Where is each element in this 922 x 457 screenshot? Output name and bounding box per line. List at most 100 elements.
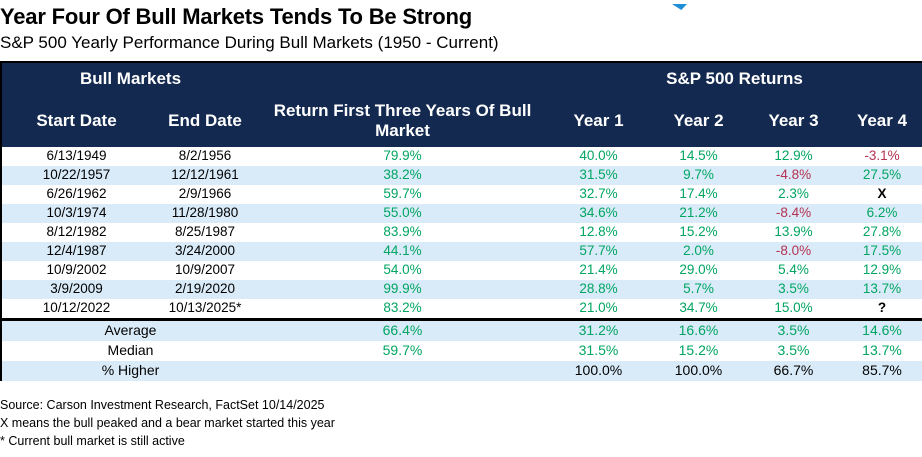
cell-date: 10/3/1974 bbox=[46, 204, 107, 220]
cell-return: 2.0% bbox=[683, 242, 714, 258]
group-header bbox=[259, 61, 546, 96]
cell-return: 2.3% bbox=[778, 185, 809, 201]
footnote-source: Source: Carson Investment Research, Fact… bbox=[0, 397, 325, 412]
column-header: End Date bbox=[151, 95, 259, 147]
column-header: Year 3 bbox=[746, 95, 841, 147]
table-row: 10/3/1974 11/28/1980 55.0% 34.6% 21.2% -8.4% 6… bbox=[1, 203, 922, 223]
footnote-x-note: X means the bull peaked and a bear marke… bbox=[0, 415, 335, 430]
summary-value: 13.7% bbox=[862, 342, 902, 359]
summary-value: 59.7% bbox=[382, 342, 423, 359]
table-row: 12/4/1987 3/24/2000 44.1% 57.7% 2.0% -8.0% 17.… bbox=[1, 241, 922, 261]
cell-date: 2/19/2020 bbox=[174, 280, 236, 296]
carson-logo-fragment-icon bbox=[672, 4, 687, 10]
cell-return: 99.9% bbox=[383, 280, 422, 296]
table-row: 10/12/2022 10/13/2025* 83.2% 21.0% 34.7% 15.0… bbox=[1, 299, 922, 320]
cell-return: 17.4% bbox=[679, 185, 718, 201]
column-header: Year 4 bbox=[841, 95, 922, 147]
cell-return: 79.9% bbox=[383, 147, 422, 163]
footnotes: Source: Carson Investment Research, Fact… bbox=[0, 396, 922, 450]
summary-value: 3.5% bbox=[746, 317, 841, 341]
cell-date: 10/12/2022 bbox=[42, 299, 111, 315]
cell-return: 34.7% bbox=[679, 299, 718, 315]
cell-date: 3/9/2009 bbox=[50, 280, 103, 296]
cell-return: -8.0% bbox=[775, 242, 812, 258]
column-header: Start Date bbox=[1, 95, 151, 147]
cell-date: 3/24/2000 bbox=[174, 242, 236, 258]
summary-value: 3.5% bbox=[777, 342, 810, 359]
table-row: 10/9/2002 10/9/2007 54.0% 21.4% 29.0% 5.4% 12.… bbox=[1, 261, 922, 280]
cell-return: 40.0% bbox=[579, 147, 618, 163]
cell-return: 17.5% bbox=[862, 242, 902, 258]
summary-value: 85.7% bbox=[862, 362, 902, 379]
cell-return: 83.2% bbox=[383, 299, 422, 315]
table-row: 10/22/1957 12/12/1961 38.2% 31.5% 9.7% -4.8% 2… bbox=[1, 165, 922, 185]
summary-value: 100.0% bbox=[674, 362, 723, 379]
summary-value: 66.7% bbox=[773, 362, 814, 379]
cell-date: 12/12/1961 bbox=[171, 166, 239, 182]
cell-return: 12.9% bbox=[774, 147, 813, 163]
cell-date: 10/22/1957 bbox=[42, 166, 111, 182]
summary-value: 100.0% bbox=[574, 362, 623, 379]
cell-date: 2/9/1966 bbox=[178, 185, 232, 201]
cell-date: 6/26/1962 bbox=[46, 185, 107, 201]
cell-return: 32.7% bbox=[579, 185, 618, 201]
cell-return: 28.8% bbox=[579, 280, 618, 296]
group-header: Bull Markets bbox=[1, 61, 259, 96]
summary-row: Median 59.7% 31.5% 15.2% 3.5% 13.7% bbox=[1, 341, 922, 361]
cell-date: 12/4/1987 bbox=[46, 242, 107, 258]
summary-label: Average bbox=[1, 317, 259, 341]
cell-return: 57.7% bbox=[579, 242, 618, 258]
cell-return: 15.0% bbox=[774, 299, 813, 315]
cell-return: 14.5% bbox=[679, 147, 718, 163]
cell-date: 8/25/1987 bbox=[174, 223, 236, 239]
summary-value: 16.6% bbox=[651, 317, 746, 341]
table-row: 6/13/1949 8/2/1956 79.9% 40.0% 14.5% 12.9% -3.… bbox=[1, 147, 922, 166]
cell-return: 29.0% bbox=[679, 261, 718, 277]
cell-date: 10/9/2007 bbox=[174, 261, 236, 277]
bull-markets-table: Bull Markets S&P 500 Returns Start Date End… bbox=[0, 60, 922, 381]
cell-return: 12.8% bbox=[579, 223, 618, 239]
group-header: S&P 500 Returns bbox=[546, 61, 922, 96]
cell-return: 5.4% bbox=[778, 261, 809, 277]
cell-date: 8/12/1982 bbox=[46, 223, 107, 239]
cell-return: X bbox=[877, 185, 887, 201]
cell-return: 44.1% bbox=[383, 242, 422, 258]
cell-return: 21.4% bbox=[579, 261, 618, 277]
cell-return: 34.6% bbox=[579, 204, 618, 220]
cell-return: -4.8% bbox=[775, 166, 812, 182]
cell-return: -8.4% bbox=[775, 204, 812, 220]
summary-value: 66.4% bbox=[259, 317, 546, 341]
summary-value: 31.5% bbox=[578, 342, 619, 359]
cell-return: 54.0% bbox=[383, 261, 422, 277]
summary-label: % Higher bbox=[101, 362, 160, 379]
page-subtitle: S&P 500 Yearly Performance During Bull M… bbox=[0, 33, 499, 53]
cell-return: 27.8% bbox=[862, 223, 902, 239]
cell-return: ? bbox=[877, 299, 887, 315]
column-header: Year 1 bbox=[546, 95, 651, 147]
table-row: 8/12/1982 8/25/1987 83.9% 12.8% 15.2% 13.9% 27… bbox=[1, 223, 922, 242]
cell-date: 11/28/1980 bbox=[171, 204, 239, 220]
table-row: 3/9/2009 2/19/2020 99.9% 28.8% 5.7% 3.5% 13.7% bbox=[1, 279, 922, 299]
summary-value bbox=[259, 361, 546, 381]
cell-return: 15.2% bbox=[679, 223, 718, 239]
cell-return: 55.0% bbox=[383, 204, 422, 220]
table-header: Bull Markets S&P 500 Returns Start Date End… bbox=[1, 61, 922, 147]
summary-value: 31.2% bbox=[546, 317, 651, 341]
summary-label: Median bbox=[107, 342, 154, 359]
column-header: Year 2 bbox=[651, 95, 746, 147]
cell-return: 31.5% bbox=[579, 166, 618, 182]
column-header: Return First Three Years Of Bull Market bbox=[259, 95, 546, 147]
cell-return: 5.7% bbox=[683, 280, 714, 296]
footnote-asterisk-note: * Current bull market is still active bbox=[0, 434, 185, 449]
cell-return: 59.7% bbox=[383, 185, 422, 201]
cell-return: 3.5% bbox=[778, 280, 809, 296]
summary-value: 15.2% bbox=[678, 342, 719, 359]
cell-date: 10/9/2002 bbox=[46, 261, 107, 277]
cell-date: 10/13/2025* bbox=[168, 299, 242, 315]
cell-return: 13.7% bbox=[862, 280, 902, 296]
summary-row: % Higher 100.0% 100.0% 66.7% 85.7% bbox=[1, 360, 922, 381]
cell-return: 9.7% bbox=[683, 166, 714, 182]
table-row: 6/26/1962 2/9/1966 59.7% 32.7% 17.4% 2.3% X bbox=[1, 185, 922, 204]
table-body: 6/13/1949 8/2/1956 79.9% 40.0% 14.5% 12.9% -3.… bbox=[1, 147, 922, 381]
cell-date: 6/13/1949 bbox=[46, 147, 107, 163]
